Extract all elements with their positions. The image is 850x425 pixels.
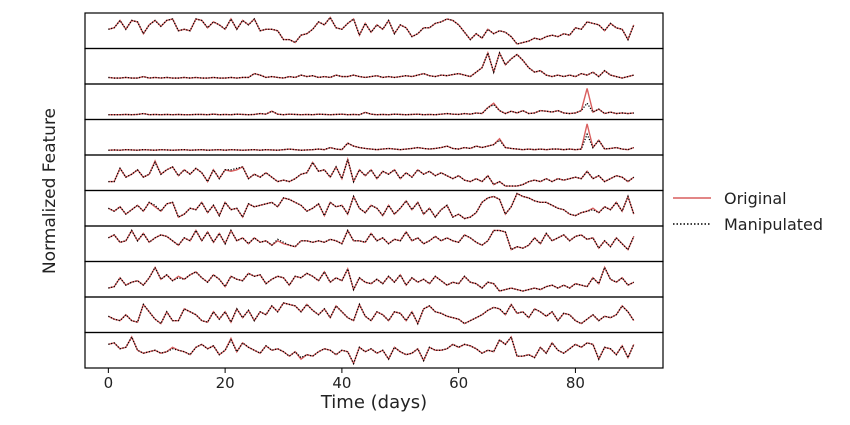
x-tick-label: 20: [216, 374, 235, 392]
panel-frame: [84, 47, 664, 85]
x-tick-label: 0: [104, 374, 114, 392]
series-original-line: [108, 16, 635, 45]
series-manipulated-line: [108, 192, 635, 220]
series-original-line: [108, 265, 635, 292]
panel-frame: [84, 331, 664, 369]
panel-frame: [84, 296, 664, 334]
panel-9: [84, 296, 664, 334]
series-manipulated-line: [108, 157, 635, 187]
series-original-line: [108, 88, 634, 116]
panel-1: [84, 12, 664, 50]
panel-frame: [84, 12, 664, 50]
panel-6: [84, 189, 664, 227]
series-manipulated-line: [108, 302, 635, 326]
series-original-line: [108, 192, 635, 220]
series-manipulated-line: [108, 229, 635, 251]
series-original-line: [108, 50, 634, 79]
series-original-line: [108, 302, 635, 326]
panel-2: [84, 47, 664, 85]
series-manipulated-line: [108, 132, 635, 151]
series-original-line: [108, 123, 635, 151]
series-manipulated-line: [108, 102, 634, 116]
y-axis-label: Normalized Feature: [40, 108, 60, 274]
panel-frame: [84, 225, 664, 263]
series-manipulated-line: [108, 335, 635, 366]
legend-manipulated-label: Manipulated: [724, 215, 823, 234]
series-manipulated-line: [108, 16, 635, 45]
panel-frame: [84, 154, 664, 192]
series-original-line: [108, 335, 635, 366]
panel-5: [84, 154, 664, 192]
panel-frame: [84, 189, 664, 227]
series-manipulated-line: [108, 51, 634, 79]
chart-panels: [84, 12, 664, 369]
panel-4: [84, 118, 664, 156]
x-tick-label: 60: [449, 374, 468, 392]
panel-7: [84, 225, 664, 263]
series-original-line: [108, 228, 635, 251]
x-tick-label: 40: [332, 374, 351, 392]
legend: Original Manipulated: [673, 189, 823, 234]
panel-3: [84, 83, 664, 121]
panel-8: [84, 260, 664, 298]
series-manipulated-line: [108, 265, 635, 292]
x-axis: 0 20 40 60 80: [104, 368, 585, 392]
panel-10: [84, 331, 664, 369]
x-axis-label: Time (days): [320, 392, 427, 413]
x-tick-label: 80: [566, 374, 585, 392]
legend-original-label: Original: [724, 189, 787, 208]
